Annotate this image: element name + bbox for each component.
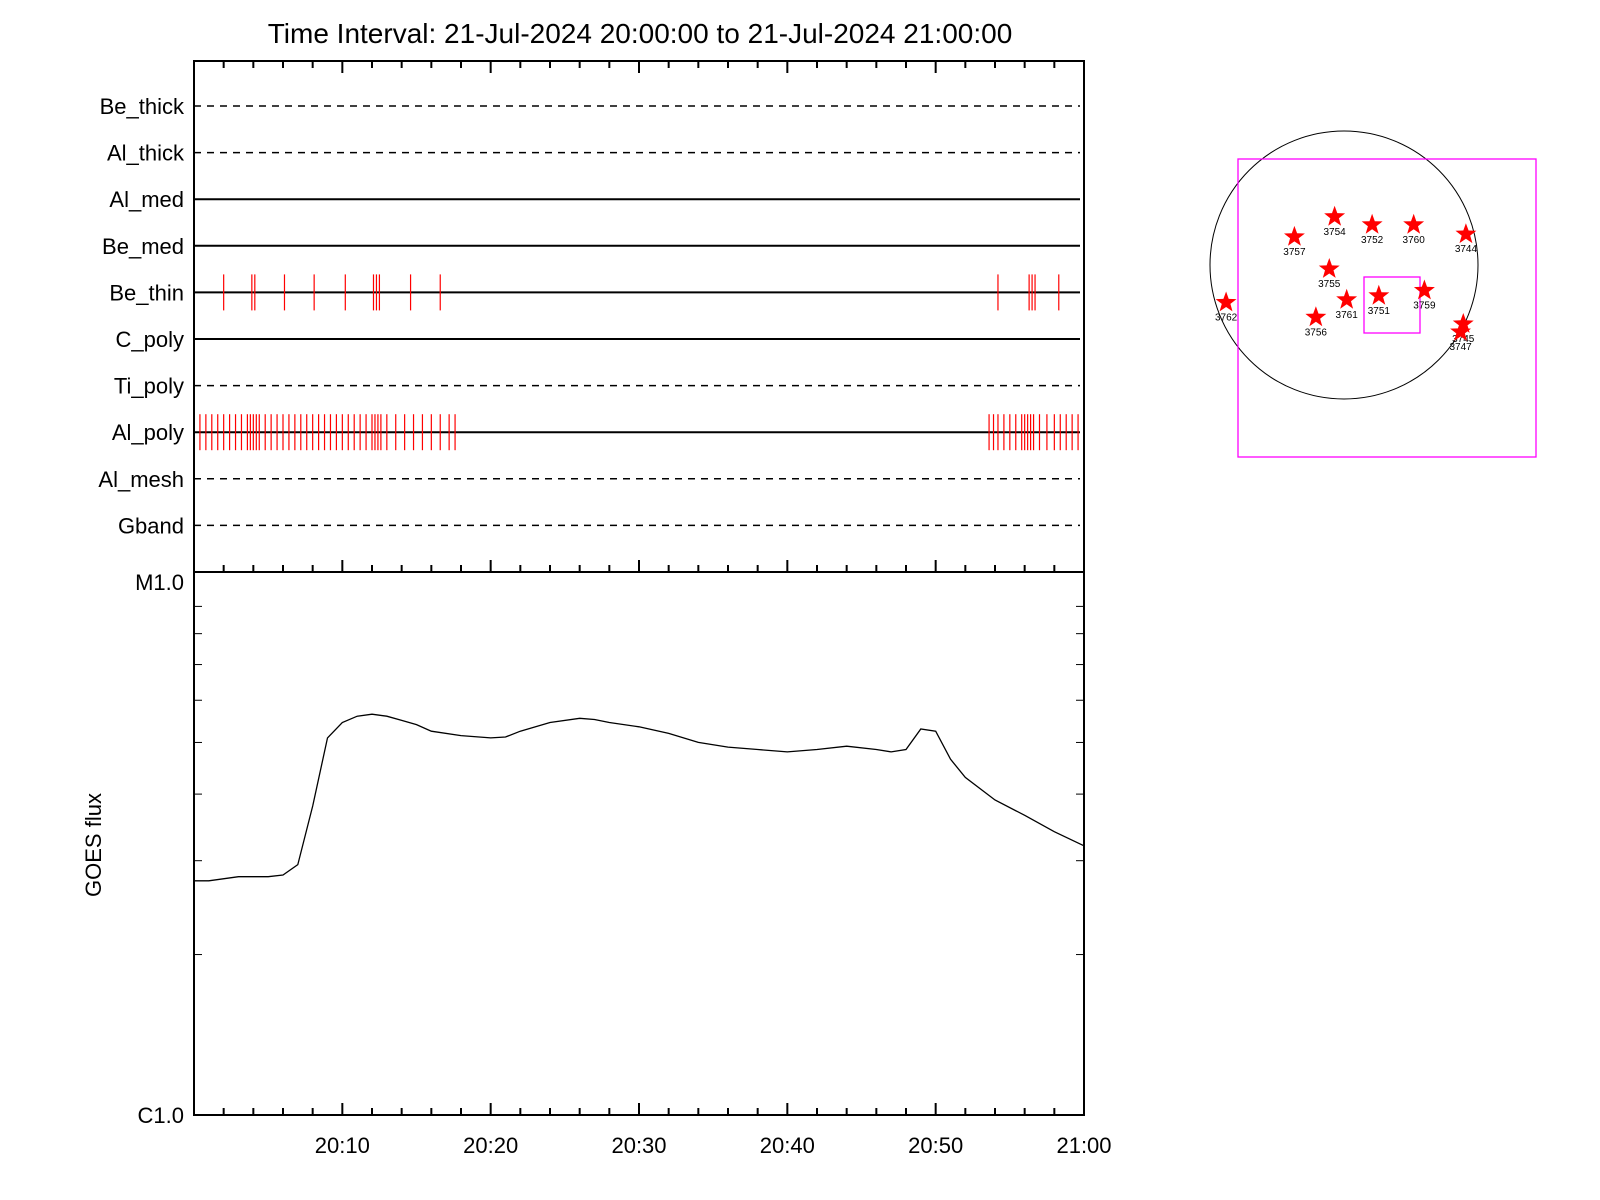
y-axis-label: GOES flux [81,793,106,897]
x-tick-label: 21:00 [1056,1133,1111,1158]
chart-title: Time Interval: 21-Jul-2024 20:00:00 to 2… [268,18,1013,49]
ar-label: 3760 [1403,235,1426,246]
ar-star-marker [1215,291,1237,312]
ar-label: 3756 [1305,327,1328,338]
row-label-be_med: Be_med [102,234,184,259]
row-label-c_poly: C_poly [116,327,184,352]
ar-label: 3757 [1283,247,1306,258]
detail-box [1363,276,1421,334]
ar-star-marker [1284,225,1305,246]
goes-flux-panel: M1.0 C1.0 20:10 20:20 20:30 20:40 20:50 21:00 GO… [81,570,1112,1158]
ar-label: 3744 [1455,244,1478,255]
ar-star-marker [1324,205,1346,226]
x-tick-label: 20:20 [463,1133,518,1158]
row-label-be_thin: Be_thin [109,280,184,305]
y-tick-label: C1.0 [138,1103,184,1128]
ar-star-marker [1450,321,1471,341]
y-tick-label: M1.0 [135,570,184,595]
x-tick-label: 20:10 [315,1133,370,1158]
ar-star-marker [1455,223,1477,244]
ar-label: 3747 [1449,342,1472,353]
ar-label: 3761 [1336,310,1359,321]
row-label-gband: Gband [118,513,184,538]
ar-label: 3745 [1452,334,1475,345]
ar-star-marker [1413,279,1435,300]
ar-star-marker [1368,284,1390,305]
x-tick-label: 20:50 [908,1133,963,1158]
ar-label: 3752 [1361,235,1384,246]
ar-star-marker [1361,213,1383,234]
timeline-panel: Be_thick Al_thick Al_med Be_med Be_thin C_pol… [98,60,1085,573]
ar-label: 3762 [1215,313,1238,324]
ar-star-marker [1318,258,1340,278]
ar-label: 3754 [1323,227,1346,238]
field-of-view-box [1237,158,1537,458]
row-label-be_thick: Be_thick [100,94,185,119]
ar-label: 3755 [1318,279,1341,290]
x-tick-label: 20:30 [611,1133,666,1158]
x-tick-label: 20:40 [760,1133,815,1158]
ar-star-marker [1305,306,1327,327]
solar-disk [1209,130,1479,400]
ar-star-marker [1336,288,1358,309]
row-label-al_mesh: Al_mesh [98,467,184,492]
row-label-al_poly: Al_poly [112,420,184,445]
timeline-frame [193,60,1085,573]
row-label-al_thick: Al_thick [107,141,185,166]
row-label-ti_poly: Ti_poly [114,374,184,399]
ar-label: 3751 [1368,306,1391,317]
ar-star-marker [1452,313,1474,333]
goes-flux-line [194,713,1085,882]
row-label-al_med: Al_med [109,187,184,212]
ar-star-marker [1403,213,1425,234]
sun-map: 3757 3754 3752 3760 3744 3755 3761 3751 3759 3762… [1209,130,1537,458]
ar-label: 3759 [1413,300,1436,311]
goes-frame [193,571,1085,1116]
